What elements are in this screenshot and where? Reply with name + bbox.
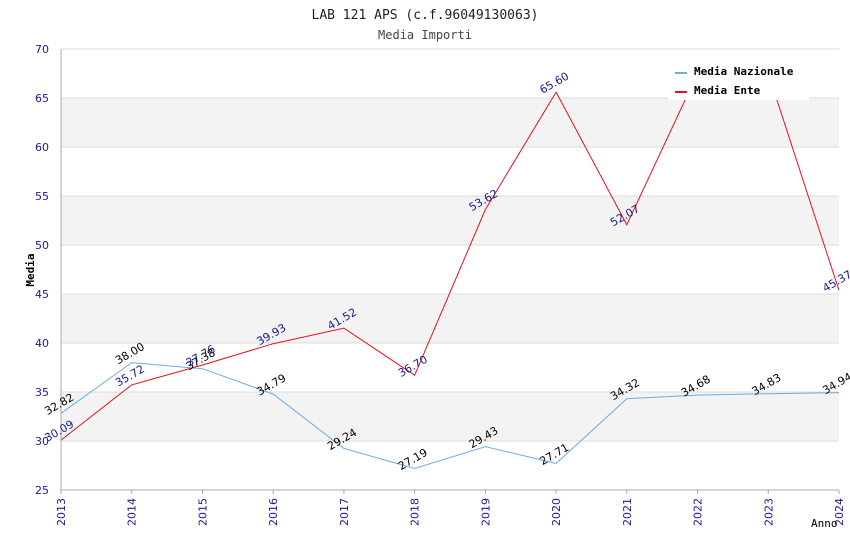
x-tick-label: 2020 <box>550 498 563 526</box>
series-line-media-nazionale <box>61 362 839 470</box>
legend-entry: Media Nazionale <box>694 65 794 78</box>
x-tick-label: 2021 <box>621 498 634 526</box>
x-tick-label: 2018 <box>409 498 422 526</box>
y-tick-label: 30 <box>35 435 49 448</box>
grid-band <box>61 392 839 441</box>
legend-box <box>668 60 809 100</box>
x-tick-label: 2024 <box>833 498 846 526</box>
y-tick-labels: 25 30 35 40 45 50 55 60 65 70 <box>35 43 49 497</box>
y-tick-label: 50 <box>35 239 49 252</box>
x-tick-label: 2013 <box>55 498 68 526</box>
y-tick-label: 60 <box>35 141 49 154</box>
x-tick-label: 2014 <box>126 498 139 526</box>
y-tick-label: 25 <box>35 484 49 497</box>
x-tick-labels: 2013 2014 2015 2016 2017 2018 2019 2020 2021 2022… <box>55 498 846 526</box>
grid-band <box>61 98 839 147</box>
y-tick-label: 45 <box>35 288 49 301</box>
x-tick-label: 2022 <box>692 498 705 526</box>
y-tick-label: 40 <box>35 337 49 350</box>
x-axis-label: Anno <box>811 517 838 530</box>
x-tick-label: 2019 <box>479 498 492 526</box>
y-tick-label: 35 <box>35 386 49 399</box>
grid-lines <box>61 48 839 491</box>
x-tick-label: 2023 <box>762 498 775 526</box>
y-tick-label: 70 <box>35 43 49 56</box>
grid-band <box>61 294 839 343</box>
plot-background <box>61 49 839 490</box>
x-tick-label: 2016 <box>267 498 280 526</box>
y-axis-label: Media <box>24 253 37 286</box>
x-tick-label: 2015 <box>196 498 209 526</box>
x-tick-label: 2017 <box>338 498 351 526</box>
axes <box>60 49 840 494</box>
chart-subtitle: Media Importi <box>378 28 472 42</box>
grid-band <box>61 196 839 245</box>
legend-entry: Media Ente <box>694 84 761 97</box>
chart-title: LAB 121 APS (c.f.96049130063) <box>312 8 539 23</box>
legend: Media Nazionale Media Ente <box>668 60 809 100</box>
y-tick-label: 65 <box>35 92 49 105</box>
y-tick-label: 55 <box>35 190 49 203</box>
